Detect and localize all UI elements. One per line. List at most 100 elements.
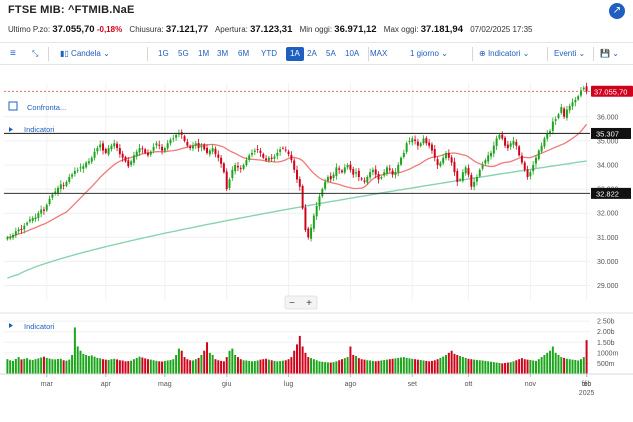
- volume-bar: [310, 358, 313, 374]
- hamburger-icon[interactable]: ≡: [10, 48, 16, 59]
- chart-type-dropdown[interactable]: ▮▯ Candela ⌄: [60, 47, 110, 61]
- volume-bar: [180, 350, 183, 374]
- volume-bar: [163, 360, 166, 374]
- volume-bar: [509, 362, 512, 374]
- candle: [579, 90, 582, 96]
- volume-bar: [529, 360, 532, 374]
- candle: [85, 162, 88, 168]
- candle: [177, 133, 180, 135]
- candle: [357, 170, 360, 178]
- interval-dropdown[interactable]: 1 giorno ⌄: [410, 47, 448, 61]
- candle: [523, 162, 526, 170]
- candle: [456, 171, 459, 182]
- volume-bar: [366, 360, 369, 374]
- arrows-icon[interactable]: ⤡: [32, 49, 39, 58]
- range-tab-1a[interactable]: 1A: [286, 47, 304, 61]
- candle: [391, 170, 394, 175]
- price-axis-label: 35.000: [597, 138, 619, 145]
- compare-icon: [8, 101, 18, 111]
- candle: [419, 143, 422, 147]
- volume-bar: [400, 357, 403, 374]
- price-axis-label: 30.000: [597, 259, 619, 266]
- moving-average-slow-line: [7, 160, 587, 279]
- volume-bar: [28, 359, 31, 374]
- volume-bar: [523, 359, 526, 374]
- candle: [495, 138, 498, 147]
- volume-bar: [6, 359, 9, 374]
- range-tab-3m[interactable]: 3M: [217, 49, 229, 58]
- save-dropdown[interactable]: 💾 ⌄: [600, 47, 619, 61]
- volume-bar: [512, 361, 515, 374]
- candle: [326, 177, 329, 182]
- volume-bar: [402, 357, 405, 374]
- candle: [161, 146, 164, 151]
- volume-bar: [577, 360, 580, 374]
- volume-bar: [425, 360, 428, 374]
- candle: [490, 152, 492, 157]
- price-axis-label: 31.000: [597, 235, 619, 242]
- chart-toolbar: ≡ ⤡ ▮▯ Candela ⌄ 1G 5G 1M 3M 6M YTD 1A 2A 5A 10A M…: [0, 44, 633, 64]
- candle: [116, 143, 119, 149]
- volume-bar: [557, 354, 560, 374]
- volume-bar: [42, 356, 45, 374]
- volume-indicators-button[interactable]: Indicatori: [24, 322, 55, 331]
- volume-bar: [194, 359, 197, 374]
- candle: [124, 157, 127, 162]
- volume-bar: [374, 361, 377, 374]
- candle: [425, 138, 428, 144]
- volume-bar: [40, 357, 43, 374]
- volume-bar: [93, 356, 96, 374]
- candle: [529, 172, 532, 177]
- volume-bar: [363, 359, 366, 374]
- candle: [149, 151, 152, 155]
- range-tab-5g[interactable]: 5G: [178, 49, 189, 58]
- volume-bar: [492, 362, 495, 374]
- candle: [478, 169, 481, 177]
- volume-bar: [132, 359, 135, 374]
- indicators-button[interactable]: Indicatori: [24, 125, 55, 134]
- chevron-down-icon: ⌄: [103, 49, 110, 58]
- candle: [535, 157, 537, 164]
- candle: [99, 144, 102, 148]
- candle: [487, 155, 490, 162]
- candle: [335, 167, 338, 177]
- compare-button[interactable]: Confronta...: [27, 103, 66, 112]
- candle: [355, 172, 358, 174]
- range-tab-6m[interactable]: 6M: [238, 49, 250, 58]
- candle: [459, 179, 462, 181]
- range-tab-2a[interactable]: 2A: [307, 49, 317, 58]
- candle: [520, 155, 523, 163]
- range-tab-1g[interactable]: 1G: [158, 49, 169, 58]
- volume-bar: [214, 359, 217, 374]
- zoom-out-button[interactable]: −: [289, 298, 295, 309]
- volume-bar: [315, 360, 318, 374]
- volume-bar: [259, 359, 262, 374]
- range-tab-max[interactable]: MAX: [370, 49, 388, 58]
- volume-bar: [256, 360, 259, 374]
- candle: [228, 179, 231, 188]
- candle: [211, 148, 214, 152]
- volume-bar: [428, 361, 431, 374]
- moving-average-fast-line: [7, 123, 588, 238]
- candle: [262, 154, 265, 158]
- x-axis-label: apr: [101, 381, 112, 388]
- zoom-in-button[interactable]: +: [306, 298, 312, 309]
- range-tab-1m[interactable]: 1M: [198, 49, 210, 58]
- x-axis-label: mar: [41, 381, 54, 388]
- volume-bar: [301, 346, 304, 374]
- volume-bar: [183, 357, 186, 374]
- candle: [87, 161, 90, 164]
- events-dropdown[interactable]: Eventi ⌄: [554, 47, 585, 61]
- range-tab-ytd[interactable]: YTD: [261, 49, 277, 58]
- volume-bar: [422, 360, 425, 374]
- volume-bar: [419, 360, 422, 374]
- range-tab-10a[interactable]: 10A: [345, 49, 360, 58]
- candle: [439, 162, 442, 167]
- candle: [585, 86, 588, 92]
- range-tab-5a[interactable]: 5A: [326, 49, 336, 58]
- price-chart[interactable]: 36.00035.00034.00033.00032.00031.00030.0…: [0, 70, 633, 417]
- x-axis-label: mag: [158, 381, 172, 388]
- volume-bar: [397, 357, 400, 374]
- share-icon[interactable]: ↗: [609, 3, 625, 19]
- indicators-dropdown[interactable]: ⊕ Indicatori ⌄: [479, 47, 529, 61]
